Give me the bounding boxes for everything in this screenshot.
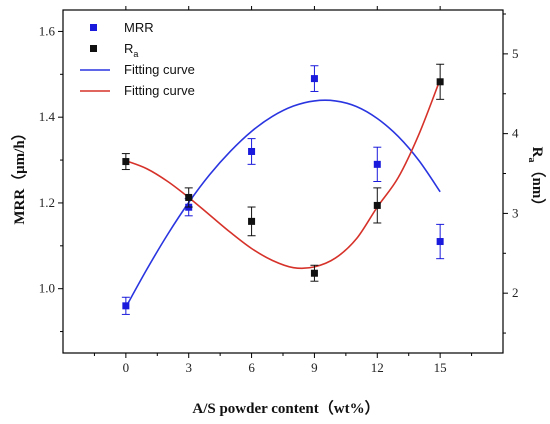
right-y-tick-label: 5 (512, 46, 519, 61)
x-tick-label: 0 (123, 360, 130, 375)
right-y-axis-title-main: R (529, 147, 545, 158)
legend-ra-label-main: R (124, 41, 133, 56)
legend-mrr-label: MRR (124, 20, 154, 35)
legend-ra-label-subscript: a (133, 49, 138, 59)
left-y-axis-title: MRR（μm/h） (10, 125, 28, 224)
right-y-axis-title: Ra（nm） (526, 147, 547, 214)
x-tick-label: 6 (248, 360, 255, 375)
ra-data-point (310, 269, 318, 277)
right-y-tick-label: 3 (512, 205, 519, 220)
mrr-data-point (373, 160, 381, 168)
ra-data-point (122, 158, 130, 166)
mrr-fitting-curve (125, 99, 441, 308)
ra-data-point (248, 217, 256, 225)
x-tick-label: 3 (185, 360, 192, 375)
x-axis-title: A/S powder content（wt%） (192, 399, 379, 417)
legend-mrr-marker (90, 24, 97, 31)
legend-ra-label: Ra (124, 41, 138, 59)
axes: 0 3 6 9 12 15 1.0 1.2 1.4 1.6 2 3 4 5 (39, 6, 519, 375)
left-y-tick-label: 1.4 (39, 109, 56, 124)
x-tick-label: 9 (311, 360, 318, 375)
right-y-axis-title-unit: （nm） (529, 163, 547, 214)
x-tick-label: 12 (371, 360, 384, 375)
right-y-tick-label: 4 (512, 126, 519, 141)
right-y-tick-label: 2 (512, 285, 519, 300)
right-y-axis-title-subscript: a (526, 158, 537, 163)
left-y-tick-label: 1.0 (39, 281, 55, 296)
ra-data-point (185, 193, 193, 201)
legend-blue-line-label: Fitting curve (124, 62, 195, 77)
ra-fitting-curve (125, 79, 441, 270)
plot-series (121, 63, 445, 315)
left-y-tick-label: 1.2 (39, 195, 55, 210)
mrr-data-point (122, 302, 130, 310)
legend-ra-marker (90, 45, 97, 52)
legend-red-line-label: Fitting curve (124, 83, 195, 98)
mrr-data-point (436, 238, 444, 246)
x-tick-label: 15 (434, 360, 447, 375)
legend: MRR Ra Fitting curve Fitting curve (80, 20, 195, 98)
ra-data-point (436, 78, 444, 86)
ra-data-point (373, 201, 381, 209)
left-y-tick-label: 1.6 (39, 23, 56, 38)
mrr-data-point (310, 75, 318, 83)
mrr-data-point (248, 147, 256, 155)
